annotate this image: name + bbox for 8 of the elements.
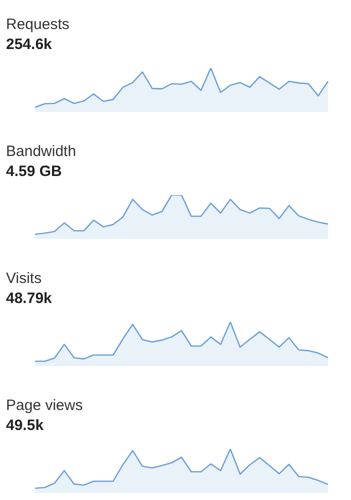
chart-subtitle: 48.79k — [6, 290, 52, 307]
chart-subtitle: 4.59 GB — [6, 163, 62, 180]
chart-subtitle: 254.6k — [6, 36, 52, 53]
chart-title: Visits — [6, 270, 42, 287]
chart-title: Requests — [6, 16, 70, 33]
chart-subtitle: 49.5k — [6, 417, 44, 434]
chart-title: Bandwidth — [6, 143, 76, 160]
chart-title: Page views — [6, 397, 83, 414]
